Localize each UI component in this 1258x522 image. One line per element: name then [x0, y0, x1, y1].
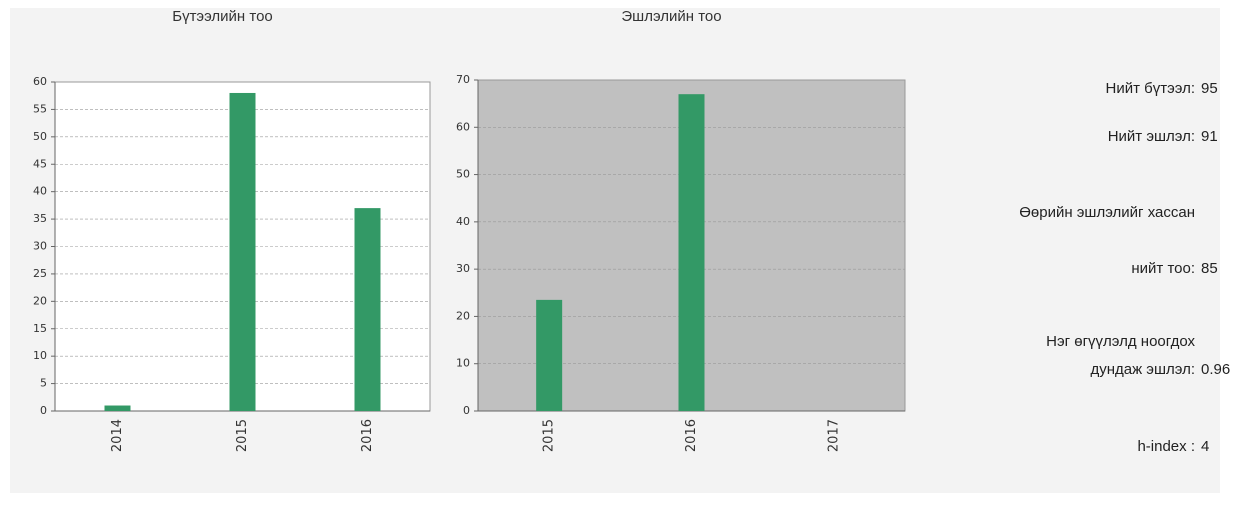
stat-value: 0.96 [1201, 361, 1231, 378]
stat-label: h-index : [1137, 438, 1195, 455]
bar [536, 299, 563, 411]
y-tick-label: 5 [40, 377, 47, 390]
y-tick-label: 10 [33, 349, 47, 362]
stat-label: Нийт эшлэл: [1107, 128, 1195, 145]
y-tick-label: 30 [456, 262, 470, 275]
y-tick-label: 0 [40, 404, 47, 417]
y-tick-label: 70 [456, 73, 470, 86]
y-tick-label: 20 [456, 309, 470, 322]
bar [104, 405, 131, 411]
x-tick-label: 2016 [684, 419, 699, 452]
bar [678, 94, 705, 411]
x-tick-label: 2016 [360, 419, 375, 452]
chart-title: Эшлэлийн тоо [621, 8, 721, 25]
y-tick-label: 30 [33, 240, 47, 253]
stat-label: дундаж эшлэл: [1090, 361, 1195, 378]
y-tick-label: 25 [33, 267, 47, 280]
stat-label: Өөрийн эшлэлийг хассан [1019, 204, 1195, 221]
x-tick-label: 2015 [542, 419, 557, 452]
x-tick-label: 2014 [110, 419, 125, 452]
stat-label: Нэг өгүүлэлд ноогдох [1046, 333, 1195, 350]
chart-title: Бүтээлийн тоо [172, 8, 273, 25]
y-tick-label: 55 [33, 102, 47, 115]
y-tick-label: 10 [456, 357, 470, 370]
bar [354, 208, 381, 411]
stat-value: 95 [1201, 80, 1218, 97]
stat-value: 4 [1201, 438, 1210, 455]
y-tick-label: 50 [33, 130, 47, 143]
y-tick-label: 40 [33, 185, 47, 198]
x-tick-label: 2015 [235, 419, 250, 452]
stat-value: 91 [1201, 128, 1218, 145]
y-tick-label: 40 [456, 215, 470, 228]
y-tick-label: 20 [33, 294, 47, 307]
y-tick-label: 35 [33, 212, 47, 225]
x-tick-label: 2017 [826, 419, 841, 452]
stat-label: нийт тоо: [1131, 260, 1195, 277]
bar [229, 92, 256, 411]
y-tick-label: 45 [33, 157, 47, 170]
y-tick-label: 0 [463, 404, 470, 417]
y-tick-label: 50 [456, 168, 470, 181]
charts: Бүтээлийн тоо051015202530354045505560201… [33, 8, 906, 452]
stat-value: 85 [1201, 260, 1218, 277]
y-tick-label: 60 [33, 75, 47, 88]
y-tick-label: 15 [33, 322, 47, 335]
y-tick-label: 60 [456, 120, 470, 133]
stat-label: Нийт бүтээл: [1105, 80, 1196, 97]
